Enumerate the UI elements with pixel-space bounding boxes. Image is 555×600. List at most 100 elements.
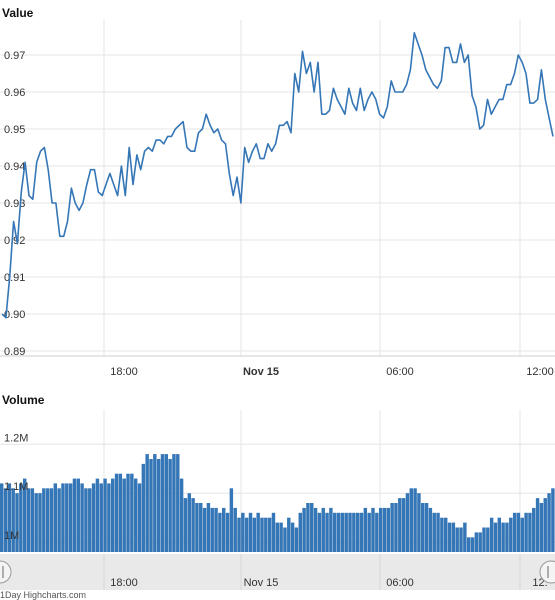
volume-bar — [424, 503, 429, 552]
volume-bar — [233, 507, 237, 552]
volume-bar — [49, 488, 54, 552]
volume-bar — [329, 507, 333, 552]
volume-bar — [42, 488, 46, 552]
value-y-tick-label: 0.89 — [4, 346, 25, 358]
value-y-tick-label: 0.93 — [4, 198, 25, 210]
volume-bar — [539, 503, 544, 552]
volume-bar — [459, 527, 463, 552]
volume-bar — [528, 512, 532, 552]
value-panel: Value 0.89 0.90 0.91 0.92 0.93 0.94 0.95 0.96 0.… — [0, 6, 555, 378]
volume-bar — [470, 537, 475, 552]
volume-bar — [516, 512, 521, 552]
volume-bar — [279, 522, 283, 552]
volume-bar — [61, 483, 65, 552]
volume-bar — [168, 459, 172, 552]
volume-bar — [0, 483, 4, 552]
volume-bar — [287, 517, 291, 552]
volume-bar — [486, 527, 490, 552]
volume-bar — [493, 522, 498, 552]
volume-bar — [237, 517, 241, 552]
volume-bar — [283, 527, 287, 552]
volume-bar — [3, 488, 8, 552]
volume-bar — [7, 483, 12, 552]
value-series-line — [1, 31, 554, 319]
volume-bar — [45, 488, 50, 552]
volume-bar — [88, 488, 92, 552]
volume-bar — [532, 507, 536, 552]
volume-bar — [11, 488, 15, 552]
volume-bar — [22, 478, 27, 552]
value-y-tick-label: 0.94 — [4, 161, 25, 173]
volume-bar — [348, 512, 352, 552]
value-y-tick-label: 0.97 — [4, 50, 25, 62]
volume-bar — [103, 478, 107, 552]
volume-bar — [325, 512, 329, 552]
volume-bar — [302, 507, 306, 552]
volume-bar — [509, 517, 513, 552]
volume-bar — [298, 512, 302, 552]
volume-bar — [222, 507, 226, 552]
volume-bar — [91, 483, 96, 552]
volume-bar — [413, 488, 417, 552]
volume-bar — [367, 512, 371, 552]
volume-bar — [68, 483, 73, 552]
volume-bar — [260, 517, 264, 552]
volume-bar — [114, 473, 119, 552]
volume-bar — [38, 493, 42, 552]
value-x-tick-label: Nov 15 — [243, 366, 279, 378]
volume-bar — [267, 517, 272, 552]
volume-bar — [126, 473, 130, 552]
volume-bar — [489, 517, 494, 552]
volume-bar — [313, 507, 318, 552]
volume-bar — [398, 498, 402, 552]
value-y-tick-label: 0.95 — [4, 124, 25, 136]
navigator-background — [0, 554, 555, 590]
volume-bar — [409, 488, 413, 552]
volume-y-tick-label: 1.1M — [4, 481, 28, 493]
navigator-left-handle[interactable] — [0, 560, 12, 584]
volume-bar — [352, 512, 356, 552]
volume-bar — [497, 517, 502, 552]
volume-bar — [187, 493, 191, 552]
volume-bar — [382, 507, 387, 552]
navigator-x-tick-label: 06:00 — [386, 577, 414, 589]
volume-bar — [137, 483, 142, 552]
volume-bar — [294, 527, 299, 552]
volume-bar — [451, 522, 456, 552]
volume-bar — [34, 493, 38, 552]
volume-bar — [275, 522, 280, 552]
volume-bar — [248, 512, 253, 552]
navigator[interactable]: 18:00 Nov 15 06:00 12: — [0, 554, 555, 590]
volume-bar — [520, 517, 524, 552]
volume-bar — [256, 512, 260, 552]
volume-bar — [65, 483, 69, 552]
volume-bar — [99, 483, 103, 552]
volume-bar — [455, 527, 459, 552]
value-panel-title: Value — [2, 6, 34, 20]
volume-bar — [390, 503, 394, 552]
volume-bar — [95, 478, 100, 552]
volume-bar — [363, 507, 368, 552]
volume-bar — [145, 454, 149, 552]
volume-bar — [543, 498, 547, 552]
volume-bar — [447, 522, 452, 552]
volume-bar — [474, 532, 479, 552]
navigator-right-handle[interactable] — [539, 560, 555, 584]
navigator-x-tick-label: Nov 15 — [244, 577, 279, 589]
volume-bar — [15, 493, 19, 552]
volume-bar — [535, 498, 540, 552]
volume-bar — [264, 517, 268, 552]
value-y-tick-label: 0.96 — [4, 87, 25, 99]
volume-bar — [183, 498, 188, 552]
volume-bar — [466, 537, 471, 552]
volume-bar — [130, 473, 134, 552]
volume-bar — [421, 503, 425, 552]
volume-bar — [355, 512, 360, 552]
volume-bar — [271, 512, 276, 552]
volume-bar — [394, 503, 398, 552]
value-y-tick-label: 0.90 — [4, 309, 25, 321]
value-x-tick-label: 12:00 — [526, 366, 554, 378]
volume-bar — [172, 454, 176, 552]
volume-bar — [244, 517, 249, 552]
